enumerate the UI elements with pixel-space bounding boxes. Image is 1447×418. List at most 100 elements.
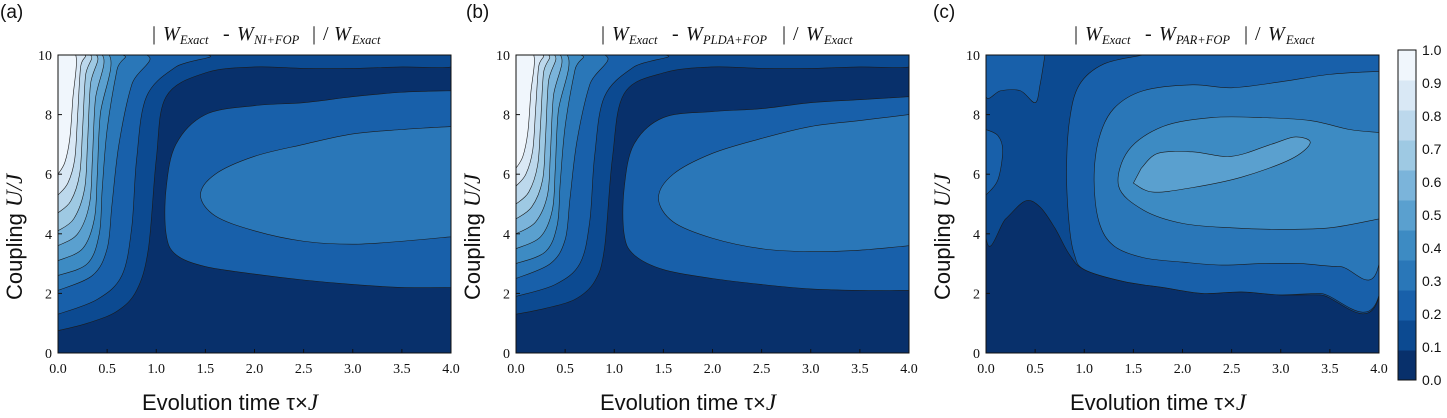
colorbar-tick-label: 0.8 xyxy=(1422,108,1442,124)
colorbar-swatch xyxy=(1398,140,1416,171)
title-c-denom-sub: Exact xyxy=(1285,33,1315,47)
colorbar-swatch xyxy=(1398,230,1416,261)
title-a-lead-sub: Exact xyxy=(179,33,209,47)
title-b-denom-sub: Exact xyxy=(823,33,853,47)
x-tick-label: 2.0 xyxy=(246,362,264,377)
colorbar-swatch xyxy=(1398,80,1416,111)
colorbar-tick-label: 0.9 xyxy=(1422,75,1442,91)
contour-plot-a xyxy=(58,55,451,353)
svg-text:|: | xyxy=(1074,23,1078,45)
title-b-minus: - xyxy=(667,23,684,45)
x-tick-label: 4.0 xyxy=(900,362,918,377)
x-tick-label: 3.5 xyxy=(1321,362,1339,377)
svg-text:|: | xyxy=(1244,23,1248,45)
contour-band-0-5 xyxy=(1133,136,1311,193)
x-tick-label: 1.0 xyxy=(606,362,624,377)
colorbar: 1.0 0.9 0.8 0.7 0.6 0.5 0.4 0.3 0.2 0.1 0.0 xyxy=(1397,42,1442,388)
contour-band-0-3 xyxy=(658,114,909,253)
svg-text:|: | xyxy=(312,23,316,45)
colorbar-swatch xyxy=(1398,50,1416,81)
title-a-minus: - xyxy=(218,23,235,45)
colorbar-tick-label: 0.6 xyxy=(1422,174,1442,190)
svg-text:|: | xyxy=(152,23,156,45)
panel-title-a: | W Exact - W NI+FOP | / W Exact xyxy=(152,23,381,47)
colorbar-swatch xyxy=(1398,170,1416,201)
contour-band-0-3 xyxy=(200,126,451,245)
title-c-second: W xyxy=(1159,23,1178,45)
title-a-denom-sub: Exact xyxy=(351,33,381,47)
x-axis-label-a: Evolution time τ×J xyxy=(142,390,320,415)
axis-ticks-c: 0.0 0.5 1.0 1.5 2.0 2.5 3.0 3.5 4.0 0 2 4 6 8 10 xyxy=(966,49,1388,377)
y-tick-label: 2 xyxy=(973,287,980,302)
title-b-second-sub: PLDA+FOP xyxy=(702,33,767,47)
contour-band-0-1 xyxy=(58,55,451,331)
contour-plot-c xyxy=(986,55,1379,353)
y-tick-label: 4 xyxy=(503,228,510,243)
panel-title-c: | W Exact - W PAR+FOP | / W Exact xyxy=(1074,23,1315,47)
x-tick-label: 2.5 xyxy=(295,362,313,377)
panel-label-c: (c) xyxy=(933,2,955,23)
svg-text:|: | xyxy=(601,23,605,45)
y-tick-label: 0 xyxy=(503,347,510,362)
y-tick-label: 2 xyxy=(503,287,510,302)
y-tick-label: 10 xyxy=(966,49,980,64)
title-a-second-sub: NI+FOP xyxy=(253,33,300,47)
panel-label-b: (b) xyxy=(466,2,489,23)
title-c-denom: W xyxy=(1268,23,1287,45)
colorbar-tick-label: 0.2 xyxy=(1422,306,1442,322)
x-tick-label: 4.0 xyxy=(1370,362,1388,377)
x-tick-label: 1.5 xyxy=(1125,362,1143,377)
y-tick-label: 10 xyxy=(38,49,52,64)
x-tick-label: 0.0 xyxy=(977,362,995,377)
title-c-divider: / xyxy=(1250,23,1266,45)
title-c-minus: - xyxy=(1140,23,1157,45)
panel-a: (a) | W Exact - W NI+FOP | / W Exact 0.0… xyxy=(0,2,460,415)
title-c-lead: W xyxy=(1085,23,1104,45)
y-axis-label-b: Coupling U/J xyxy=(460,172,485,300)
y-tick-label: 0 xyxy=(973,347,980,362)
colorbar-swatch xyxy=(1398,290,1416,321)
title-b-lead-sub: Exact xyxy=(628,33,658,47)
y-tick-label: 8 xyxy=(45,109,52,124)
title-a-denom: W xyxy=(334,23,353,45)
x-tick-label: 2.5 xyxy=(753,362,771,377)
title-a-lead: W xyxy=(163,23,182,45)
colorbar-swatch xyxy=(1398,320,1416,351)
colorbar-tick-label: 0.1 xyxy=(1422,339,1442,355)
panel-b: (b) | W Exact - W PLDA+FOP | / W Exact 0… xyxy=(460,2,918,415)
panel-title-b: | W Exact - W PLDA+FOP | / W Exact xyxy=(601,23,853,47)
colorbar-tick-label: 1.0 xyxy=(1422,42,1442,58)
y-tick-label: 8 xyxy=(973,109,980,124)
x-tick-label: 4.0 xyxy=(442,362,460,377)
y-tick-label: 2 xyxy=(45,287,52,302)
x-tick-label: 3.0 xyxy=(1272,362,1290,377)
x-tick-label: 3.5 xyxy=(393,362,411,377)
x-tick-label: 3.0 xyxy=(802,362,820,377)
colorbar-frame xyxy=(1397,49,1417,381)
axis-ticks-b: 0.0 0.5 1.0 1.5 2.0 2.5 3.0 3.5 4.0 0 2 4 6 8 10 xyxy=(496,49,918,377)
title-b-lead: W xyxy=(612,23,631,45)
x-tick-label: 3.5 xyxy=(851,362,869,377)
title-c-lead-sub: Exact xyxy=(1101,33,1131,47)
axis-ticks-a: 0.0 0.5 1.0 1.5 2.0 2.5 3.0 3.5 4.0 0 2 4 6 8 10 xyxy=(38,49,460,377)
svg-text:|: | xyxy=(782,23,786,45)
y-axis-label-c: Coupling U/J xyxy=(930,172,955,300)
colorbar-tick-label: 0.3 xyxy=(1422,273,1442,289)
x-tick-label: 0.5 xyxy=(556,362,574,377)
x-tick-label: 1.0 xyxy=(148,362,166,377)
x-axis-label-c: Evolution time τ×J xyxy=(1070,390,1248,415)
panel-c: (c) | W Exact - W PAR+FOP | / W Exact 0.… xyxy=(930,2,1388,415)
x-tick-label: 0.0 xyxy=(507,362,525,377)
x-tick-label: 2.5 xyxy=(1223,362,1241,377)
title-b-divider: / xyxy=(788,23,804,45)
y-tick-label: 6 xyxy=(45,168,52,183)
title-b-second: W xyxy=(686,23,705,45)
x-tick-label: 0.5 xyxy=(98,362,116,377)
colorbar-tick-label: 0.4 xyxy=(1422,240,1442,256)
colorbar-swatch xyxy=(1398,350,1416,381)
x-tick-label: 1.0 xyxy=(1076,362,1094,377)
x-tick-label: 1.5 xyxy=(655,362,673,377)
y-tick-label: 6 xyxy=(973,168,980,183)
title-c-second-sub: PAR+FOP xyxy=(1175,33,1230,47)
